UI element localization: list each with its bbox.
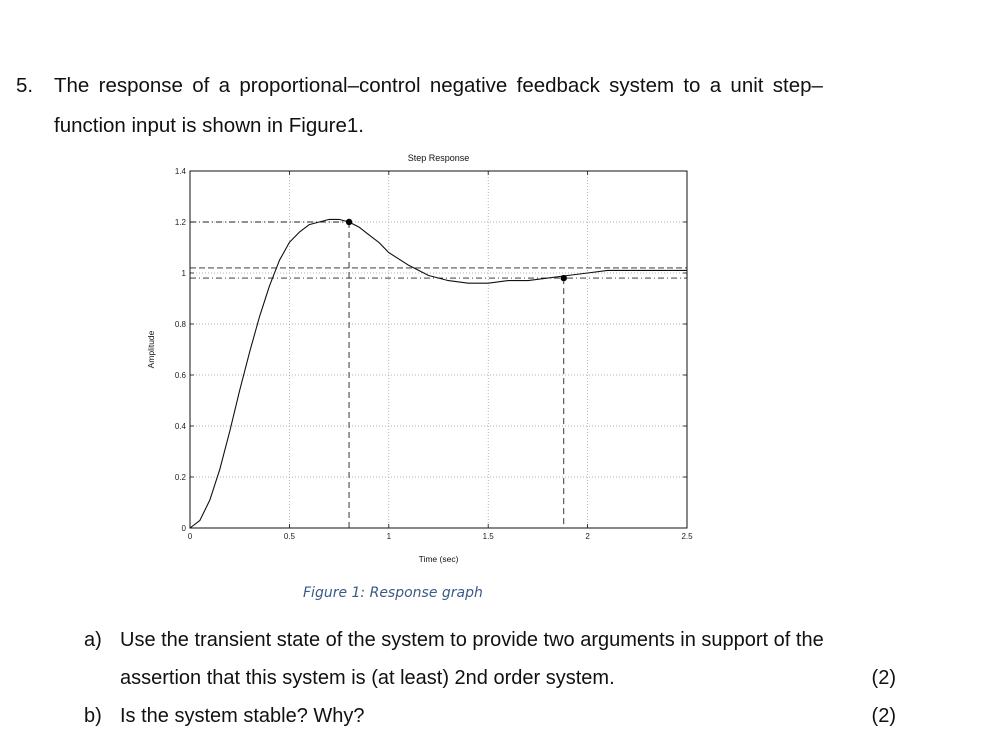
subquestion-a-label: a) [84, 629, 102, 651]
x-tick-label: 2 [585, 532, 590, 541]
subquestion-b-label: b) [84, 705, 102, 727]
question-number: 5. [16, 74, 34, 97]
y-tick-label: 0.2 [175, 473, 187, 482]
y-axis-title: Amplitude [146, 330, 156, 368]
x-tick-label: 2.5 [681, 532, 693, 541]
subquestion-b-marks: (2) [871, 705, 896, 727]
y-tick-label: 0.4 [175, 422, 187, 431]
question-text-line-2: function input is shown in Figure1. [54, 114, 364, 137]
x-tick-label: 0.5 [284, 532, 296, 541]
x-axis-title: Time (sec) [419, 554, 459, 564]
subquestion-a-text-line-2: assertion that this system is (at least)… [120, 667, 615, 689]
y-tick-label: 0 [182, 524, 187, 533]
figure-caption: Figure 1: Response graph [303, 585, 483, 601]
y-tick-label: 1.4 [175, 167, 187, 176]
x-tick-label: 1.5 [483, 532, 495, 541]
y-tick-label: 1 [182, 269, 187, 278]
subquestion-b-text: Is the system stable? Why? [120, 705, 365, 727]
response-curve [189, 218, 687, 529]
plot-area-border [189, 170, 688, 529]
chart-title: Step Response [408, 153, 470, 163]
y-tick-label: 1.2 [175, 218, 187, 227]
y-tick-label: 0.8 [175, 320, 187, 329]
x-tick-label: 0 [188, 532, 193, 541]
x-tick-label: 1 [387, 532, 392, 541]
y-tick-label: 0.6 [175, 371, 187, 380]
data-marker [345, 218, 353, 226]
data-marker [560, 274, 567, 282]
question-text-line-1: The response of a proportional–control n… [54, 74, 823, 97]
subquestion-a-text-line-1: Use the transient state of the system to… [120, 629, 824, 651]
subquestion-a-marks: (2) [871, 667, 896, 689]
